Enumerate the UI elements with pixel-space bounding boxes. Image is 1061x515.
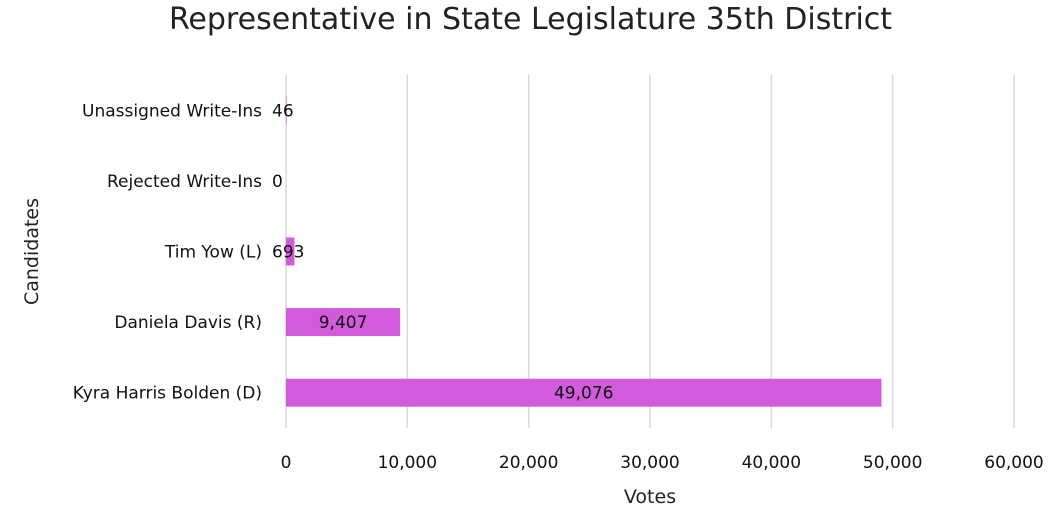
x-tick-label: 20,000 xyxy=(499,453,558,473)
y-axis-title: Candidates xyxy=(21,198,43,305)
data-label: 49,076 xyxy=(554,384,613,404)
x-tick-label: 30,000 xyxy=(620,453,679,473)
category-label: Rejected Write-Ins xyxy=(107,172,262,192)
data-label: 9,407 xyxy=(319,313,368,333)
data-label: 46 xyxy=(272,101,294,121)
x-tick-label: 10,000 xyxy=(378,453,437,473)
x-axis-title: Votes xyxy=(624,486,676,508)
data-label: 0 xyxy=(272,172,283,192)
category-label: Unassigned Write-Ins xyxy=(82,101,262,121)
x-tick-label: 60,000 xyxy=(984,453,1043,473)
category-label: Kyra Harris Bolden (D) xyxy=(73,384,262,404)
data-label: 693 xyxy=(272,243,304,263)
bar xyxy=(286,237,295,266)
bar xyxy=(286,378,882,407)
x-tick-label: 0 xyxy=(281,453,292,473)
chart-title: Representative in State Legislature 35th… xyxy=(168,2,893,37)
category-label: Tim Yow (L) xyxy=(164,243,262,263)
bar xyxy=(286,96,287,125)
x-tick-label: 50,000 xyxy=(863,453,922,473)
bar xyxy=(286,308,401,337)
x-tick-label: 40,000 xyxy=(742,453,801,473)
category-label: Daniela Davis (R) xyxy=(114,313,262,333)
